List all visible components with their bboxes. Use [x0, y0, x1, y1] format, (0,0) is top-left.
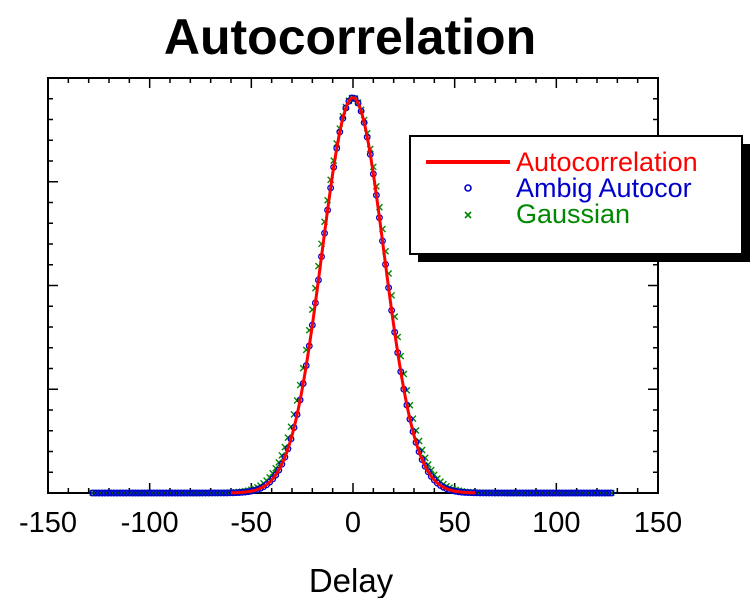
- x-tick-label: 50: [439, 507, 471, 539]
- legend: Autocorrelation Ambig Autocor Gaussian: [409, 135, 750, 262]
- autocorrelation-line: [230, 96, 476, 495]
- ambig-autocor-point: [607, 489, 615, 497]
- legend-box: [409, 135, 743, 255]
- x-axis-label: Delay: [309, 562, 394, 598]
- legend-label-gaussian: Gaussian: [516, 199, 630, 229]
- legend-swatch-gaussian: [464, 211, 472, 219]
- x-tick-label: -100: [121, 507, 179, 539]
- x-tick-label: -50: [230, 507, 272, 539]
- x-tick-labels: -150 -100 -50 0 50 100 150: [19, 507, 682, 539]
- x-tick-label: 100: [532, 507, 580, 539]
- series-layer: [89, 94, 615, 497]
- legend-swatch-ambig-autocor: [464, 184, 472, 192]
- x-tick-label: -150: [19, 507, 77, 539]
- x-tick-label: 0: [345, 507, 361, 539]
- chart-title: Autocorrelation: [164, 9, 536, 65]
- x-tick-label: 150: [634, 507, 682, 539]
- ambig-autocor-point: [604, 489, 612, 497]
- legend-label-ambig-autocor: Ambig Autocor: [516, 173, 692, 203]
- legend-label-autocorrelation: Autocorrelation: [516, 147, 698, 177]
- ambig-autocor-point: [272, 471, 280, 479]
